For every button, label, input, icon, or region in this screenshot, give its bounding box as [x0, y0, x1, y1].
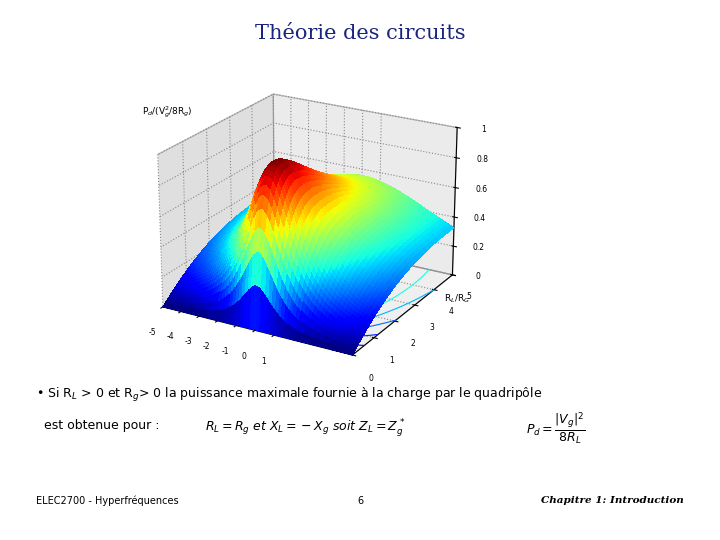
Text: ELEC2700 - Hyperfréquences: ELEC2700 - Hyperfréquences [36, 496, 179, 506]
Text: 6: 6 [357, 496, 363, 506]
Text: $P_d = \dfrac{|V_g|^2}{8R_L}$: $P_d = \dfrac{|V_g|^2}{8R_L}$ [526, 410, 585, 446]
Text: Théorie des circuits: Théorie des circuits [255, 24, 465, 43]
Text: est obtenue pour :: est obtenue pour : [36, 418, 160, 431]
Text: Chapitre 1: Introduction: Chapitre 1: Introduction [541, 496, 684, 505]
Text: • Si R$_L$ > 0 et R$_g$> 0 la puissance maximale fournie à la charge par le quad: • Si R$_L$ > 0 et R$_g$> 0 la puissance … [36, 386, 542, 404]
Text: P$_d$/(V$_g^2$/8R$_g$): P$_d$/(V$_g^2$/8R$_g$) [142, 104, 192, 120]
Text: $R_L = R_g$ et $X_L = -X_g$ soit $Z_L = Z_g^*$: $R_L = R_g$ et $X_L = -X_g$ soit $Z_L = … [205, 417, 405, 439]
